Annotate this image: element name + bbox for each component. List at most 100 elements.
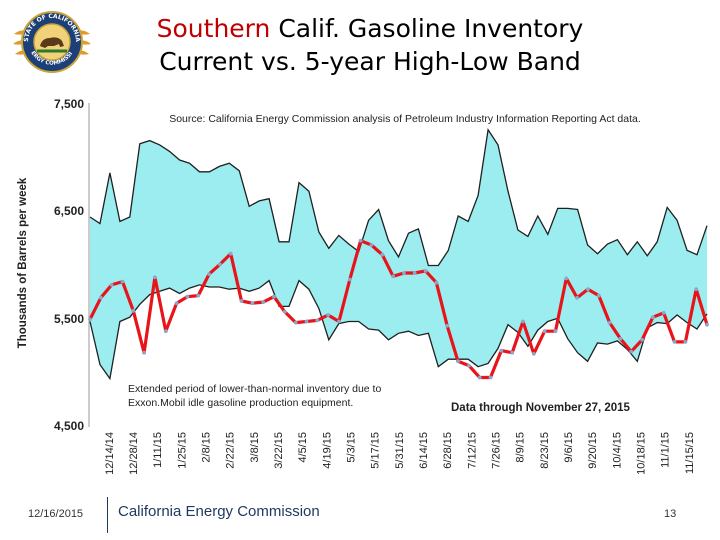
energy-commission-logo: STATE OF CALIFORNIA ENERGY COMMISSION (8, 6, 91, 73)
current-point (326, 313, 330, 317)
current-point (564, 276, 569, 281)
current-layer (88, 238, 709, 380)
current-point (521, 319, 525, 324)
current-point (196, 293, 201, 298)
series-current-line (88, 239, 709, 380)
current-point (510, 350, 515, 355)
current-point (629, 349, 634, 354)
current-point (239, 299, 244, 303)
current-point (607, 320, 612, 325)
current-point (477, 375, 482, 380)
logo-bear-icon (37, 37, 67, 53)
y-tick-4500: 4,500 (53, 419, 84, 433)
page-number: 13 (664, 508, 677, 520)
x-ticks-layer: 12/14/14 12/28/14 1/11/15 1/25/15 2/8/15 2/22… (104, 432, 696, 475)
current-point (207, 272, 212, 276)
x-tick-label: 8/23/15 (539, 432, 551, 469)
current-point (694, 287, 699, 292)
current-point (358, 238, 363, 243)
current-point (293, 320, 298, 325)
current-point (261, 300, 266, 304)
current-point (412, 271, 417, 275)
slide-title: Southern Calif. Gasoline Inventory Curre… (100, 12, 640, 78)
x-tick-label: 5/31/15 (394, 432, 406, 469)
current-point (651, 315, 655, 320)
current-point (174, 301, 179, 306)
x-tick-label: 11/1/15 (660, 432, 672, 468)
x-tick-label: 2/22/15 (225, 432, 237, 469)
current-point (337, 319, 341, 324)
current-point (250, 301, 255, 306)
current-point (282, 309, 287, 314)
current-point (596, 293, 601, 298)
current-point (531, 351, 536, 356)
x-tick-label: 10/4/15 (611, 432, 623, 469)
current-point (272, 294, 276, 299)
current-point (391, 274, 395, 279)
title-line-1: Southern Calif. Gasoline Inventory (100, 12, 640, 45)
current-point (423, 269, 428, 273)
current-point (467, 363, 471, 368)
current-point (185, 294, 190, 299)
current-point (380, 252, 385, 257)
x-tick-label: 10/18/15 (636, 432, 648, 475)
footer-date: 12/16/2015 (28, 508, 84, 520)
current-point (153, 275, 157, 280)
y-tick-7500: 7,500 (53, 97, 84, 111)
current-point (434, 280, 439, 285)
current-point (553, 329, 558, 334)
x-tick-label: 9/20/15 (587, 432, 599, 469)
title-accent: Southern (156, 14, 271, 43)
source-note: Source: California Energy Commission ana… (169, 113, 641, 125)
x-tick-label: 4/19/15 (321, 432, 333, 469)
current-point (586, 287, 590, 292)
x-tick-label: 3/22/15 (273, 432, 285, 469)
x-tick-label: 5/3/15 (346, 432, 358, 463)
x-tick-label: 9/6/15 (563, 432, 575, 463)
x-tick-label: 1/11/15 (152, 432, 164, 468)
annotation-data-through: Data through November 27, 2015 (451, 402, 630, 414)
current-point (142, 350, 147, 355)
x-tick-label: 2/8/15 (201, 432, 213, 463)
footer-divider (107, 497, 108, 533)
current-point (618, 336, 623, 341)
current-point (402, 271, 406, 275)
x-tick-label: 12/28/14 (128, 432, 140, 475)
current-point (88, 317, 92, 322)
current-point (640, 337, 644, 342)
current-point (228, 251, 233, 256)
current-point (315, 318, 320, 323)
footer-organization: California Energy Commission (118, 503, 320, 520)
current-point (131, 308, 136, 313)
current-point (661, 311, 666, 315)
series-5yr-high-line (89, 128, 708, 267)
y-tick-6500: 6,500 (53, 204, 84, 218)
x-tick-label: 12/14/14 (104, 432, 116, 475)
title-line-2: Current vs. 5-year High-Low Band (159, 47, 581, 76)
current-point (456, 359, 460, 364)
x-tick-label: 7/12/15 (466, 432, 478, 469)
current-point (672, 340, 677, 344)
current-point (575, 295, 579, 300)
current-point (683, 340, 688, 344)
current-point (163, 329, 168, 334)
x-tick-label: 7/26/15 (491, 432, 503, 469)
y-tick-5500: 5,500 (53, 312, 84, 326)
current-point (445, 323, 450, 328)
current-point (98, 295, 103, 300)
high-low-band-area (90, 129, 707, 379)
x-tick-label: 4/5/15 (297, 432, 309, 463)
current-point (218, 262, 222, 267)
title-line-1-rest: Calif. Gasoline Inventory (270, 14, 584, 43)
x-tick-label: 5/17/15 (370, 432, 382, 469)
current-point (499, 348, 504, 353)
x-tick-label: 6/14/15 (418, 432, 430, 469)
x-tick-label: 8/9/15 (515, 432, 527, 463)
band-layer (89, 128, 708, 381)
current-point (705, 322, 709, 327)
current-point (304, 319, 309, 324)
current-point (109, 283, 114, 287)
current-point (120, 279, 125, 284)
current-point (488, 375, 493, 380)
